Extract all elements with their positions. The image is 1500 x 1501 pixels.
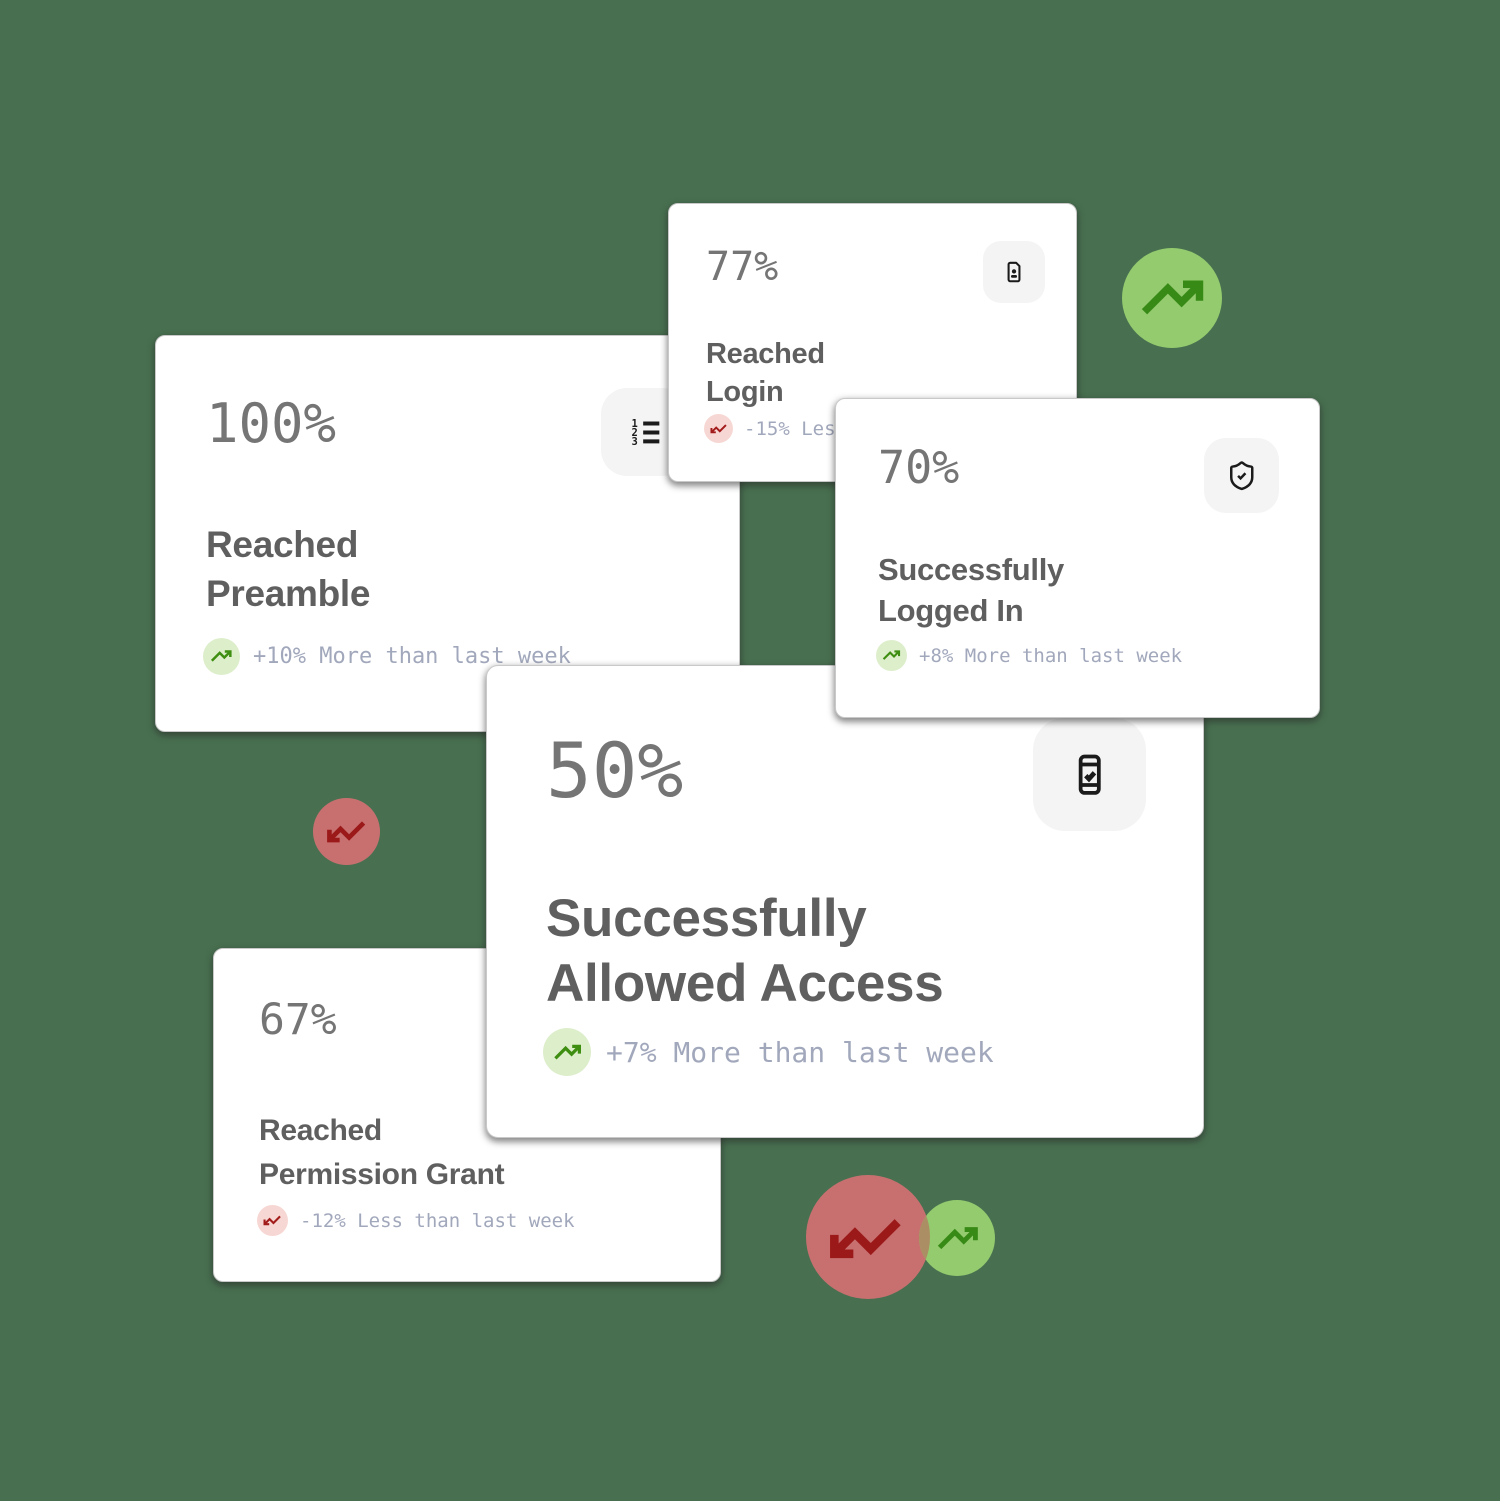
title-line: Allowed Access [546,954,944,1013]
shield-check-icon [1226,460,1258,492]
stat-percent: 77% [706,244,779,290]
stat-title: Reached Permission Grant [259,1109,505,1197]
stat-trend: +7% More than last week [543,1028,994,1076]
file-user-icon [1001,259,1027,285]
trend-bubbles-cluster [806,1175,995,1299]
phone-check-icon [1066,751,1113,798]
stat-card-reached-preamble: 100% Reached Preamble +10% More than las… [155,335,740,732]
trend-up-icon [876,640,907,671]
stat-percent: 70% [878,441,960,494]
title-line: Reached [206,524,359,565]
trend-down-bubble [313,798,380,865]
stat-title: Successfully Allowed Access [546,886,944,1016]
title-line: Preamble [206,573,371,614]
phone-check-chip [1033,718,1146,831]
stat-trend: -12% Less than last week [257,1205,575,1236]
stat-title: Successfully Logged In [878,549,1064,631]
stat-title: Reached Preamble [206,520,371,618]
title-line: Reached [706,338,825,370]
stat-card-successfully-allowed-access: 50% Successfully Allowed Access +7% More… [486,665,1204,1138]
file-user-chip [983,241,1045,303]
trend-down-icon [704,414,733,443]
trend-down-icon [257,1205,288,1236]
stat-title: Reached Login [706,335,825,411]
title-line: Logged In [878,593,1024,628]
stat-card-successfully-logged-in: 70% Successfully Logged In +8% More than… [835,398,1320,718]
ordered-list-icon [627,414,664,451]
trend-text: +10% More than last week [253,644,571,669]
stat-percent: 67% [259,995,337,1045]
trend-up-icon [203,638,240,675]
stat-trend: +8% More than last week [876,640,1182,671]
stat-percent: 100% [206,392,337,455]
trend-text: +7% More than last week [606,1035,994,1069]
trend-text: -12% Less than last week [300,1209,575,1232]
title-line: Successfully [546,889,867,948]
trend-up-bubble [1122,248,1222,348]
title-line: Permission Grant [259,1158,505,1191]
title-line: Reached [259,1114,382,1147]
trend-text: +8% More than last week [919,644,1183,667]
stat-trend: +10% More than last week [203,638,571,675]
title-line: Successfully [878,552,1064,587]
title-line: Login [706,376,784,408]
shield-check-chip [1204,438,1279,513]
trend-up-icon [543,1028,591,1076]
stat-percent: 50% [546,726,684,815]
